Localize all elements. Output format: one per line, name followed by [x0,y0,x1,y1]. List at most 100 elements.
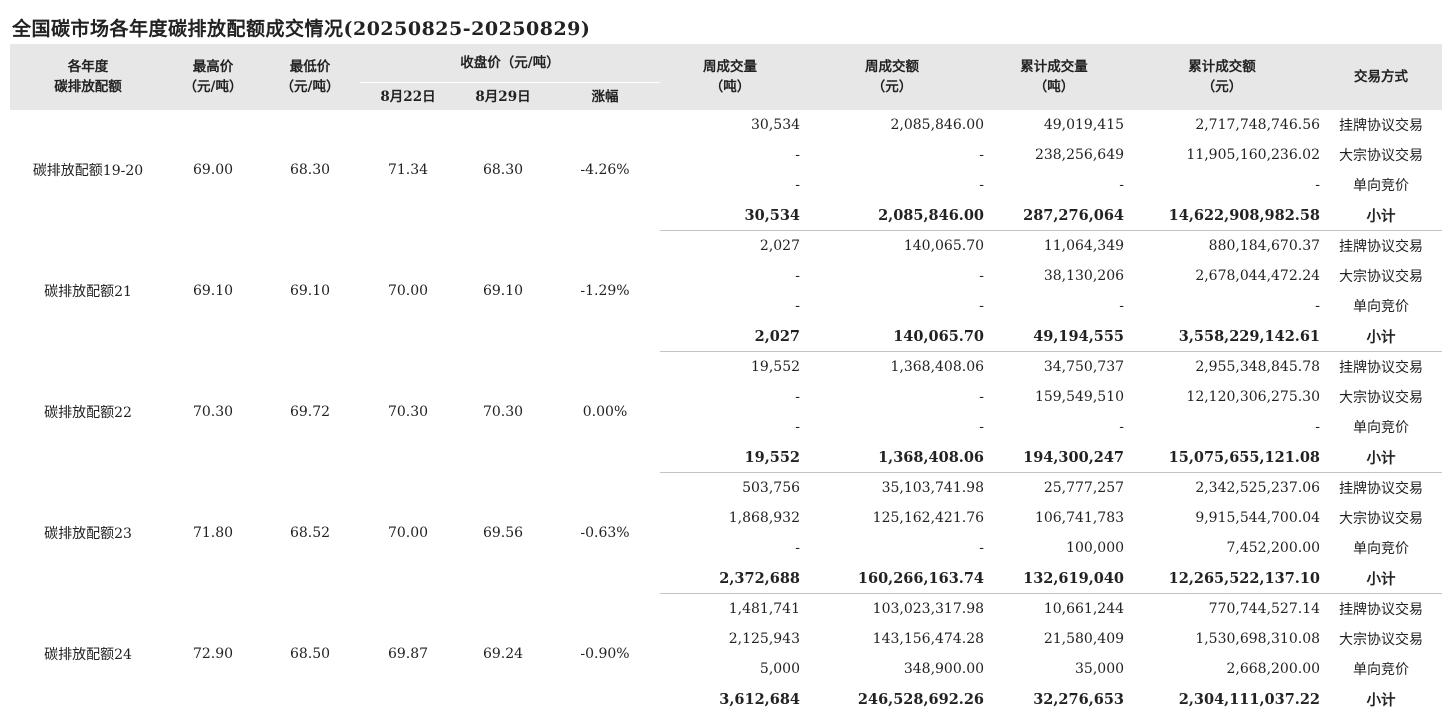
cum-volume: 159,549,510 [1034,389,1125,405]
high-price: 71.80 [192,525,234,541]
cum-amount: 2,955,348,845.78 [1195,359,1321,375]
table-row: 1,868,932 125,162,421.76 106,741,783 9,915,… [10,503,1442,533]
week-volume: - [795,147,801,163]
low-price: 69.10 [289,283,331,299]
cum-amount: 2,678,044,472.24 [1195,268,1321,284]
cum-volume: - [1119,419,1125,435]
cum-amount: 880,184,670.37 [1208,238,1321,254]
cum-amount: 2,342,525,237.06 [1195,480,1321,496]
week-volume: - [795,540,801,556]
close-price-d1: 70.30 [387,404,429,420]
week-amount: - [979,298,985,314]
week-volume: 1,481,741 [728,601,801,617]
week-volume: - [795,177,801,193]
cum-volume: 106,741,783 [1034,510,1125,526]
trade-mode: 大宗协议交易 [1339,390,1424,406]
cum-volume: 10,661,244 [1043,601,1125,617]
cum-volume: 38,130,206 [1043,268,1125,284]
week-amount: 2,085,846.00 [800,200,985,231]
week-amount: - [979,419,985,435]
trade-mode: 挂牌协议交易 [1339,118,1424,134]
cum-volume: 11,064,349 [1043,238,1125,254]
trade-mode: 小计 [1320,442,1443,473]
week-amount: 160,266,163.74 [800,563,985,594]
allowance-group: 碳排放配额24 72.90 68.50 69.87 69.24 -0.90% 1,481,7… [10,594,1442,714]
week-volume: 2,027 [759,238,801,254]
cum-volume: 34,750,737 [1043,359,1125,375]
cum-amount: 12,265,522,137.10 [1124,563,1321,594]
table-row: 5,000 348,900.00 35,000 2,668,200.00 单向竞价 [10,654,1442,684]
allowance-group: 碳排放配额23 71.80 68.52 70.00 69.56 -0.63% 503,756… [10,473,1443,594]
cum-volume: 194,300,247 [984,442,1125,473]
header-low-price: 最低价 （元/吨） [260,44,360,110]
table-row: - - - - 单向竞价 [10,412,1442,442]
cum-amount: 2,304,111,037.22 [1178,690,1321,708]
cum-amount: 9,915,544,700.04 [1195,510,1321,526]
trade-mode: 单向竞价 [1353,541,1410,557]
cum-amount: 1,530,698,310.08 [1195,631,1321,647]
allowance-group: 碳排放配额21 69.10 69.10 70.00 69.10 -1.29% 2,027 14… [10,231,1443,352]
allowance-group: 碳排放配额22 70.30 69.72 70.30 70.30 0.00% 19,552 1,… [10,352,1443,473]
week-amount: 1,368,408.06 [890,359,985,375]
week-volume: 1,868,932 [728,510,801,526]
cum-amount: 770,744,527.14 [1208,601,1321,617]
cum-amount: 12,120,306,275.30 [1186,389,1321,405]
allowance-name: 碳排放配额23 [44,526,132,542]
header-close-d2: 8月29日 [456,82,550,110]
week-volume: - [795,268,801,284]
cum-volume: 35,000 [1075,661,1125,677]
week-volume: 2,027 [660,321,801,352]
trade-mode: 小计 [1320,563,1443,594]
close-price-d1: 70.00 [387,283,429,299]
header-close-d1: 8月22日 [360,82,456,110]
close-price-d2: 68.30 [482,162,524,179]
high-price: 69.00 [192,162,234,179]
trade-mode: 大宗协议交易 [1339,148,1424,164]
table-row: 2,125,943 143,156,474.28 21,580,409 1,530,6… [10,624,1442,654]
week-amount: 140,065.70 [800,321,985,352]
high-price: 70.30 [192,404,234,420]
week-volume: 2,125,943 [728,631,801,647]
allowance-name: 碳排放配额22 [44,405,132,421]
cum-volume: 132,619,040 [984,563,1125,594]
price-change: -0.63% [580,525,630,541]
cum-amount: 2,717,748,746.56 [1195,117,1321,133]
close-price-d2: 69.10 [482,283,524,299]
trade-mode: 单向竞价 [1353,299,1410,315]
carbon-trading-table: 各年度 碳排放配额 最高价 （元/吨） 最低价 （元/吨） 收盘价（元/吨） 周… [10,44,1443,714]
trade-mode: 挂牌协议交易 [1339,602,1424,618]
close-price-d1: 69.87 [387,645,429,662]
week-amount: 125,162,421.76 [872,510,985,526]
table-row: 碳排放配额23 71.80 68.52 70.00 69.56 -0.63% 503,756… [10,473,1442,542]
low-price: 69.72 [289,404,331,420]
trade-mode: 挂牌协议交易 [1339,481,1424,497]
header-allowance: 各年度 碳排放配额 [10,44,166,110]
page-title: 全国碳市场各年度碳排放配额成交情况(20250825-20250829) [12,18,591,40]
subtotal-row: 2,027 140,065.70 49,194,555 3,558,229,142.6… [10,321,1443,352]
week-amount: 246,528,692.26 [857,690,985,708]
header-week-amount: 周成交额 （元） [800,44,985,110]
week-volume: 19,552 [751,359,801,375]
week-volume: 2,372,688 [660,563,801,594]
table-row: - - 100,000 7,452,200.00 单向竞价 [10,533,1442,563]
price-change: -0.90% [580,645,630,662]
week-amount: - [979,268,985,284]
cum-volume: 25,777,257 [1043,480,1125,496]
week-amount: 35,103,741.98 [881,480,985,496]
table-header: 各年度 碳排放配额 最高价 （元/吨） 最低价 （元/吨） 收盘价（元/吨） 周… [10,44,1443,110]
trade-mode: 大宗协议交易 [1339,511,1424,527]
cum-amount: 14,622,908,982.58 [1124,200,1321,231]
header-cum-volume: 累计成交量 （吨） [984,44,1125,110]
close-price-d2: 70.30 [482,404,524,420]
allowance-name: 碳排放配额24 [44,646,132,663]
cum-volume: 32,276,653 [1033,690,1125,708]
cum-volume: 238,256,649 [1034,147,1125,163]
allowance-name: 碳排放配额19-20 [32,163,144,180]
trade-mode: 单向竞价 [1353,662,1410,678]
trade-mode: 小计 [1320,200,1443,231]
high-price: 72.90 [192,645,234,662]
cum-amount: - [1315,298,1321,314]
trade-mode: 单向竞价 [1353,420,1410,436]
cum-volume: 49,194,555 [984,321,1125,352]
subtotal-row: 3,612,684 246,528,692.26 32,276,653 2,304,1… [10,684,1442,714]
